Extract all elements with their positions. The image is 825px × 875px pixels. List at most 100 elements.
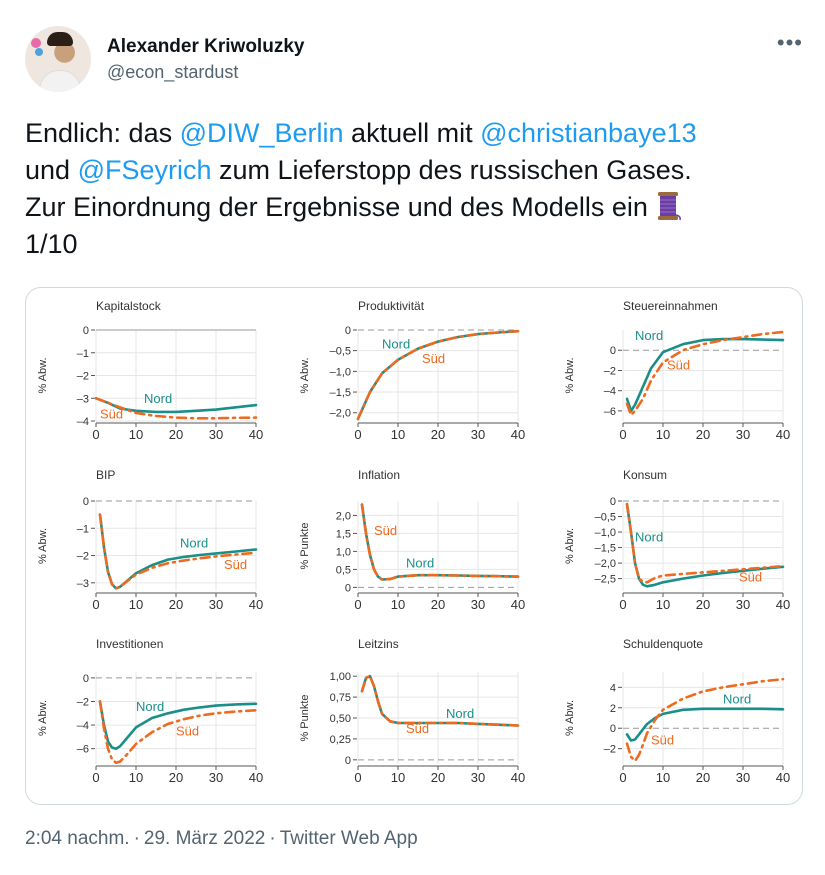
series-label-sued: Süd <box>406 721 429 736</box>
series-label-nord: Nord <box>136 699 164 714</box>
tweet-text-part: und <box>25 155 78 185</box>
avatar-decoration <box>31 38 41 48</box>
y-tick-label: –2 <box>604 744 616 756</box>
y-tick-label: 1,5 <box>336 528 351 540</box>
tweet-source[interactable]: Twitter Web App <box>279 828 418 849</box>
y-tick-label: –1,5 <box>330 387 351 399</box>
series-line-sued <box>94 397 258 420</box>
author-handle[interactable]: @econ_stardust <box>107 62 239 82</box>
y-tick-label: 0 <box>83 325 89 337</box>
y-tick-label: 0 <box>610 723 616 735</box>
y-tick-label: –2 <box>77 551 89 563</box>
x-tick-label: 10 <box>656 770 670 785</box>
x-tick-label: 10 <box>391 597 405 612</box>
series-line-sued <box>360 674 520 727</box>
tweet-time[interactable]: 2:04 nachm. <box>25 828 130 849</box>
x-tick-label: 10 <box>129 770 143 785</box>
tweet-date[interactable]: 29. März 2022 <box>143 828 266 849</box>
y-tick-label: –4 <box>604 386 616 398</box>
thread-spool-icon <box>658 192 682 221</box>
avatar-shirt <box>39 70 81 92</box>
y-tick-label: 0 <box>83 496 89 508</box>
y-tick-label: 0,25 <box>330 734 351 746</box>
x-tick-label: 40 <box>776 427 790 442</box>
series-label-sued: Süd <box>651 733 674 748</box>
x-tick-label: 10 <box>391 427 405 442</box>
series-line-sued <box>98 513 258 590</box>
series-line-sued <box>98 700 258 765</box>
y-axis-label: % Punkte <box>299 694 311 741</box>
tweet-text-part: zum Lieferstopp des russischen Gases. <box>211 155 692 185</box>
mention-link[interactable]: @DIW_Berlin <box>179 118 344 148</box>
y-axis-label: % Abw. <box>564 528 576 564</box>
y-tick-label: 0 <box>610 345 616 357</box>
x-tick-label: 40 <box>249 597 263 612</box>
series-line-sued <box>356 329 520 421</box>
series-label-sued: Süd <box>739 570 762 585</box>
series-label-sued: Süd <box>422 351 445 366</box>
chart-image-card[interactable]: Kapitalstock 0 –1 –2 –3 –4 0 10 20 30 40% Abw. Nord… <box>25 287 803 805</box>
x-tick-label: 0 <box>619 770 626 785</box>
tweet-text-part: aktuell mit <box>343 118 481 148</box>
chart-title: BIP <box>96 468 115 482</box>
tweet-footer: 2:04 nachm. · 29. März 2022 · Twitter Web Ap… <box>25 828 418 849</box>
y-tick-label: 0 <box>345 582 351 594</box>
author-name[interactable]: Alexander Kriwoluzky <box>107 36 305 57</box>
y-tick-label: 2 <box>610 703 616 715</box>
x-tick-label: 30 <box>209 597 223 612</box>
series-line-nord <box>94 397 258 414</box>
y-tick-label: –2,0 <box>330 408 351 420</box>
mention-link[interactable]: @FSeyrich <box>77 155 212 185</box>
y-tick-label: –2 <box>604 365 616 377</box>
y-tick-label: 0 <box>345 325 351 337</box>
chart-title: Investitionen <box>96 637 163 651</box>
y-tick-label: 1,0 <box>336 546 351 558</box>
series-label-sued: Süd <box>100 407 123 422</box>
y-axis-label: % Abw. <box>564 700 576 736</box>
x-tick-label: 40 <box>776 770 790 785</box>
x-tick-label: 40 <box>249 427 263 442</box>
x-tick-label: 40 <box>776 597 790 612</box>
series-label-sued: Süd <box>176 724 199 739</box>
y-tick-label: –3 <box>77 578 89 590</box>
series-line-sued <box>625 330 785 417</box>
tweet-text-part: 1/10 <box>25 229 78 259</box>
mention-link[interactable]: @christianbaye13 <box>480 118 697 148</box>
avatar[interactable] <box>25 26 91 92</box>
avatar-hair <box>47 32 73 46</box>
y-tick-label: –1,0 <box>595 527 616 539</box>
series-line-nord <box>98 513 258 590</box>
y-tick-label: –2,5 <box>595 574 616 586</box>
series-line-nord <box>625 337 785 413</box>
x-tick-label: 20 <box>431 770 445 785</box>
series-line-sued <box>625 677 785 763</box>
series-line-nord <box>98 700 258 751</box>
y-tick-label: –0,5 <box>330 346 351 358</box>
y-axis-label: % Abw. <box>37 357 49 393</box>
y-tick-label: –1,0 <box>330 366 351 378</box>
x-tick-label: 10 <box>129 597 143 612</box>
more-options-icon[interactable]: ••• <box>776 30 803 55</box>
x-tick-label: 0 <box>92 427 99 442</box>
avatar-decoration <box>35 48 43 56</box>
y-tick-label: –4 <box>77 416 89 428</box>
x-tick-label: 30 <box>471 597 485 612</box>
series-label-sued: Süd <box>224 557 247 572</box>
y-axis-label: % Abw. <box>37 700 49 736</box>
chart-title: Schuldenquote <box>623 637 703 651</box>
x-tick-label: 20 <box>696 427 710 442</box>
y-tick-label: 0 <box>83 673 89 685</box>
y-axis-label: % Abw. <box>37 528 49 564</box>
x-tick-label: 10 <box>656 597 670 612</box>
y-tick-label: –2 <box>77 371 89 383</box>
series-label-nord: Nord <box>382 337 410 352</box>
y-tick-label: –6 <box>77 744 89 756</box>
y-tick-label: –1,5 <box>595 543 616 555</box>
x-tick-label: 30 <box>471 770 485 785</box>
y-tick-label: 4 <box>610 682 616 694</box>
series-label-nord: Nord <box>446 706 474 721</box>
series-label-nord: Nord <box>635 529 663 544</box>
x-tick-label: 30 <box>209 770 223 785</box>
chart-title: Leitzins <box>358 637 399 651</box>
